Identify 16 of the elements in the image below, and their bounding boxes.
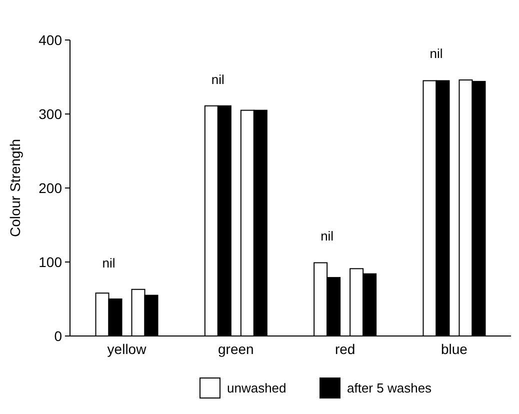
y-tick-label: 0 <box>54 328 62 344</box>
x-tick-label: yellow <box>107 341 148 357</box>
annotation: nil <box>320 228 334 244</box>
x-tick-label: red <box>334 341 356 357</box>
legend-label: unwashed <box>227 380 286 396</box>
annotation: nil <box>211 72 225 87</box>
annotation: nil <box>102 255 116 270</box>
y-tick-label: 200 <box>38 180 62 196</box>
annotation: nil <box>430 46 443 61</box>
y-axis-title: Colour Strength <box>7 138 23 238</box>
legend-label: after 5 washes <box>347 380 432 396</box>
y-tick-label: 400 <box>38 32 62 48</box>
x-tick-label: blue <box>441 341 468 357</box>
x-tick-label: green <box>218 341 254 357</box>
y-tick-label: 100 <box>38 254 62 270</box>
y-tick-label: 300 <box>38 106 62 122</box>
